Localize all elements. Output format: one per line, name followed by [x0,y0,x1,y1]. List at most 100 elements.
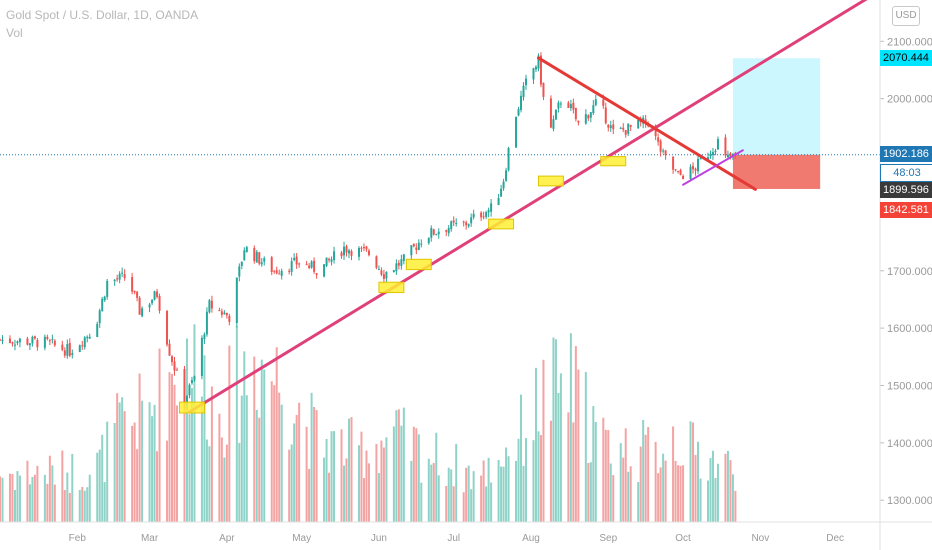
candle-body[interactable] [340,252,343,257]
candle-body[interactable] [158,296,161,311]
candle-body[interactable] [682,175,685,180]
profit-zone[interactable] [732,58,821,155]
candle-body[interactable] [133,290,136,293]
candle-body[interactable] [96,323,99,338]
candle-body[interactable] [432,229,435,235]
highlight-box[interactable] [488,218,515,230]
candle-body[interactable] [711,152,714,156]
uptrend-line[interactable] [187,0,868,414]
candle-body[interactable] [497,198,500,206]
candle-body[interactable] [295,256,298,265]
candle-body[interactable] [350,250,353,256]
currency-button[interactable]: USD [892,6,920,26]
candle-body[interactable] [662,150,665,152]
candle-body[interactable] [330,259,333,262]
candle-body[interactable] [1,339,4,342]
candle-body[interactable] [101,298,104,312]
candle-body[interactable] [507,148,510,171]
candle-body[interactable] [310,261,313,268]
candle-body[interactable] [260,262,263,265]
candle-body[interactable] [315,273,318,275]
candle-body[interactable] [68,342,71,356]
candle-body[interactable] [71,353,74,356]
candle-body[interactable] [537,55,540,69]
candle-body[interactable] [594,99,597,106]
candle-body[interactable] [225,312,228,316]
candle-body[interactable] [534,66,537,70]
candle-body[interactable] [500,188,503,197]
candle-body[interactable] [190,379,193,384]
candle-body[interactable] [13,344,16,346]
candle-body[interactable] [445,230,448,232]
candle-body[interactable] [729,153,732,158]
candle-body[interactable] [692,165,695,170]
candle-body[interactable] [263,258,266,262]
candle-body[interactable] [131,277,134,292]
candle-body[interactable] [472,213,475,218]
candle-body[interactable] [308,265,311,268]
candle-body[interactable] [455,223,458,225]
candle-body[interactable] [557,102,560,109]
candle-body[interactable] [210,300,213,309]
candle-body[interactable] [709,154,712,157]
candle-body[interactable] [228,316,231,322]
candle-body[interactable] [587,115,590,119]
candle-body[interactable] [380,270,383,275]
candle-body[interactable] [607,124,610,128]
candle-body[interactable] [273,270,276,272]
candle-body[interactable] [517,109,520,116]
candle-body[interactable] [118,273,121,280]
candle-body[interactable] [487,210,490,213]
candle-body[interactable] [490,203,493,212]
candle-body[interactable] [515,117,518,148]
downtrend-line[interactable] [536,56,757,191]
candle-body[interactable] [78,345,81,352]
candle-body[interactable] [731,153,734,156]
candle-body[interactable] [609,125,612,129]
candle-body[interactable] [664,150,667,156]
candle-body[interactable] [427,237,430,244]
candle-body[interactable] [612,124,615,130]
candle-body[interactable] [61,344,64,350]
candle-body[interactable] [520,95,523,110]
candle-body[interactable] [53,340,56,346]
candle-body[interactable] [382,274,385,279]
candle-body[interactable] [592,105,595,114]
candle-body[interactable] [258,252,261,264]
candle-body[interactable] [716,139,719,150]
candle-body[interactable] [16,341,19,344]
candle-body[interactable] [31,336,34,344]
candle-body[interactable] [694,168,697,171]
candle-body[interactable] [36,340,39,348]
candle-body[interactable] [375,256,378,268]
candle-body[interactable] [153,291,156,300]
candle-body[interactable] [542,82,545,97]
candle-body[interactable] [465,222,468,226]
candle-body[interactable] [689,166,692,179]
candle-body[interactable] [627,123,630,134]
candle-body[interactable] [604,107,607,124]
candle-body[interactable] [679,170,682,175]
candle-body[interactable] [171,356,174,362]
candle-body[interactable] [726,154,729,158]
candle-body[interactable] [602,99,605,106]
candle-body[interactable] [185,395,188,406]
candle-body[interactable] [270,257,273,272]
candle-body[interactable] [288,270,291,272]
candle-body[interactable] [123,274,126,278]
candle-body[interactable] [33,336,36,339]
candle-body[interactable] [151,299,154,304]
candle-body[interactable] [395,263,398,272]
candle-body[interactable] [480,212,483,218]
candle-body[interactable] [238,266,241,277]
candle-body[interactable] [377,268,380,270]
candle-body[interactable] [532,68,535,80]
candle-body[interactable] [392,270,395,273]
candle-body[interactable] [168,343,171,356]
candle-body[interactable] [574,107,577,120]
candle-body[interactable] [43,336,46,348]
candle-body[interactable] [505,170,508,181]
candle-body[interactable] [218,310,221,312]
candle-body[interactable] [589,112,592,118]
candle-body[interactable] [208,300,211,313]
